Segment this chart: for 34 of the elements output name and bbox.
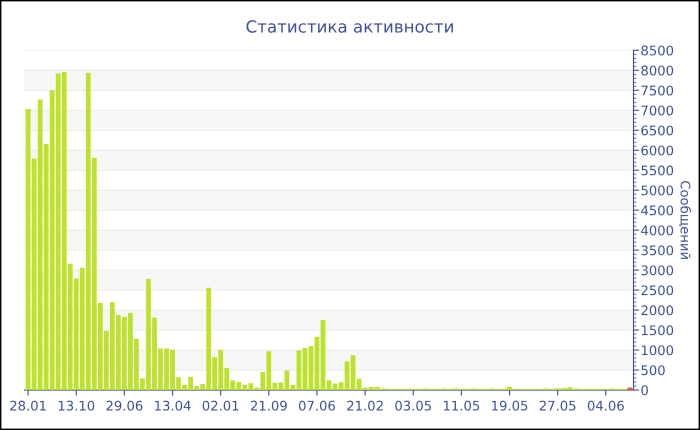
x-tick-label: 27.05 xyxy=(540,400,576,411)
chart-title: Статистика активности xyxy=(246,20,453,33)
x-tick-label: 07.06 xyxy=(298,400,336,411)
y-axis-title: Сообщений xyxy=(678,180,691,259)
x-tick-label: 02.01 xyxy=(202,400,238,411)
x-tick-label: 13.04 xyxy=(155,400,191,411)
y-tick-label: 1500 xyxy=(642,325,674,336)
x-tick-label: 21.09 xyxy=(250,400,287,411)
y-tick-label: 5000 xyxy=(641,185,674,196)
y-tick-label: 4500 xyxy=(641,205,674,216)
x-tick-label: 29.06 xyxy=(106,400,142,411)
y-tick-label: 500 xyxy=(641,365,665,376)
y-tick-label: 7000 xyxy=(642,105,674,116)
x-tick-label: 19.05 xyxy=(492,400,528,411)
y-tick-label: 1000 xyxy=(642,345,674,356)
x-tick-label: 13.10 xyxy=(58,400,94,411)
y-tick-label: 6500 xyxy=(641,125,674,136)
x-tick-label: 03.05 xyxy=(395,400,431,411)
y-tick-label: 5500 xyxy=(641,165,674,176)
x-tick-label: 28.01 xyxy=(10,400,46,411)
x-tick-label: 11.05 xyxy=(444,400,480,411)
y-tick-label: 7500 xyxy=(642,85,674,96)
y-tick-label: 3500 xyxy=(641,245,674,256)
y-tick-label: 2500 xyxy=(641,285,674,296)
y-tick-label: 0 xyxy=(641,385,648,396)
x-tick-label: 04.06 xyxy=(588,400,624,411)
x-tick-label: 21.02 xyxy=(347,400,383,411)
y-tick-label: 3000 xyxy=(641,265,674,276)
y-tick-label: 8000 xyxy=(641,66,674,76)
y-tick-label: 8500 xyxy=(641,46,674,56)
bar xyxy=(627,388,632,390)
y-tick-label: 4000 xyxy=(641,225,674,236)
y-tick-label: 2000 xyxy=(641,305,674,316)
y-tick-label: 6000 xyxy=(641,145,674,156)
